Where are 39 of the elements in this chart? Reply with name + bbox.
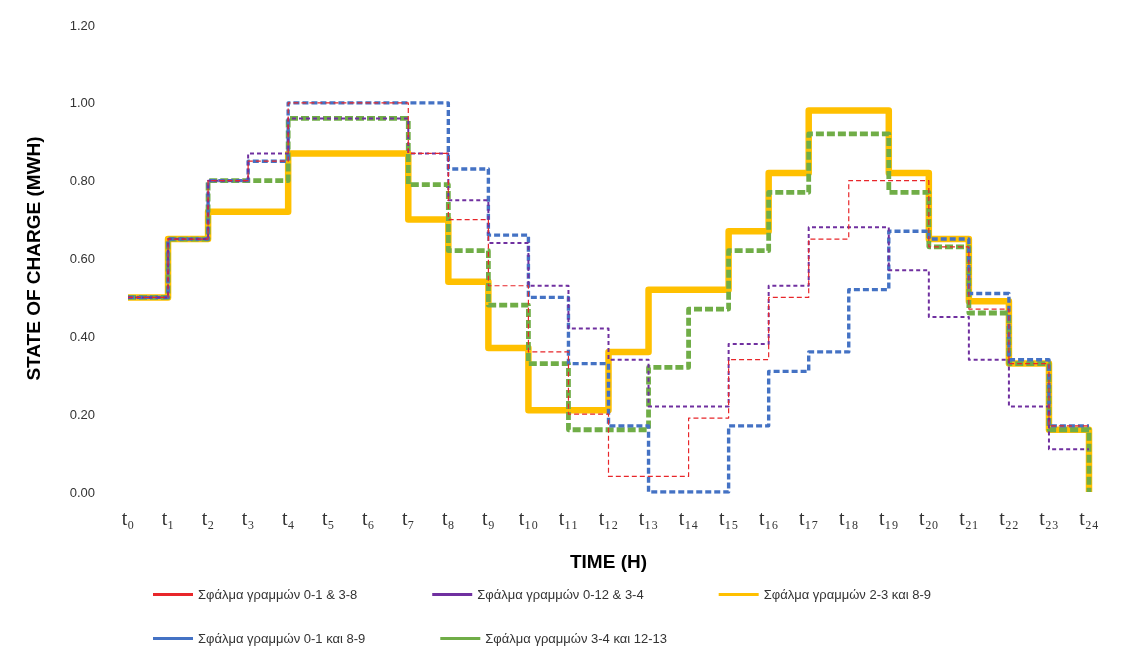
- y-tick-label: 0.00: [69, 484, 95, 500]
- x-tick-label: t₆: [361, 507, 375, 529]
- x-tick-label: t₄: [281, 507, 295, 529]
- y-tick-label: 0.40: [69, 328, 95, 344]
- y-axis-title: STATE OF CHARGE (MWH): [23, 136, 44, 381]
- x-tick-label: t₃: [241, 507, 255, 529]
- x-tick-label: t₇: [402, 507, 415, 529]
- legend-label: Σφάλμα γραμμών 2-3 και 8-9: [763, 587, 931, 602]
- x-tick-label: t₂: [201, 507, 215, 529]
- x-tick-label: t₁₁: [558, 507, 579, 529]
- x-tick-label: t₁₉: [879, 507, 899, 529]
- y-tick-label: 1.20: [69, 17, 95, 33]
- legend-label: Σφάλμα γραμμών 0-1 & 3-8: [198, 587, 358, 602]
- x-tick-label: t₁₆: [758, 507, 779, 529]
- x-tick-label: t₂₂: [999, 507, 1019, 529]
- legend-label: Σφάλμα γραμμών 0-12 & 3-4: [477, 587, 644, 602]
- x-tick-label: t₀: [121, 507, 135, 529]
- x-tick-label: t₂₀: [919, 507, 939, 529]
- x-tick-label: t₈: [442, 507, 455, 529]
- y-tick-label: 0.80: [69, 173, 95, 189]
- x-tick-label: t₁₂: [598, 507, 619, 529]
- x-tick-label: t₁: [161, 507, 175, 529]
- x-tick-label: t₁₈: [838, 507, 859, 529]
- y-tick-label: 0.60: [69, 251, 95, 266]
- x-tick-label: t₁₄: [678, 507, 699, 529]
- y-tick-label: 1.00: [69, 95, 95, 111]
- x-tick-label: t₉: [482, 507, 495, 529]
- x-tick-label: t₁₃: [638, 507, 659, 529]
- x-tick-label: t₁₀: [518, 507, 539, 529]
- x-tick-label: t₂₁: [959, 507, 979, 529]
- x-tick-label: t₁₅: [718, 507, 739, 529]
- x-tick-label: t₂₄: [1079, 507, 1099, 529]
- x-tick-label: t₅: [321, 507, 335, 529]
- x-axis-title: TIME (H): [569, 551, 648, 572]
- legend-label: Σφάλμα γραμμών 3-4 και 12-13: [485, 631, 668, 646]
- legend-label: Σφάλμα γραμμών 0-1 και 8-9: [198, 631, 366, 646]
- x-tick-label: t₁₇: [798, 507, 819, 529]
- x-tick-label: t₂₃: [1039, 507, 1059, 529]
- y-tick-label: 0.20: [69, 406, 95, 422]
